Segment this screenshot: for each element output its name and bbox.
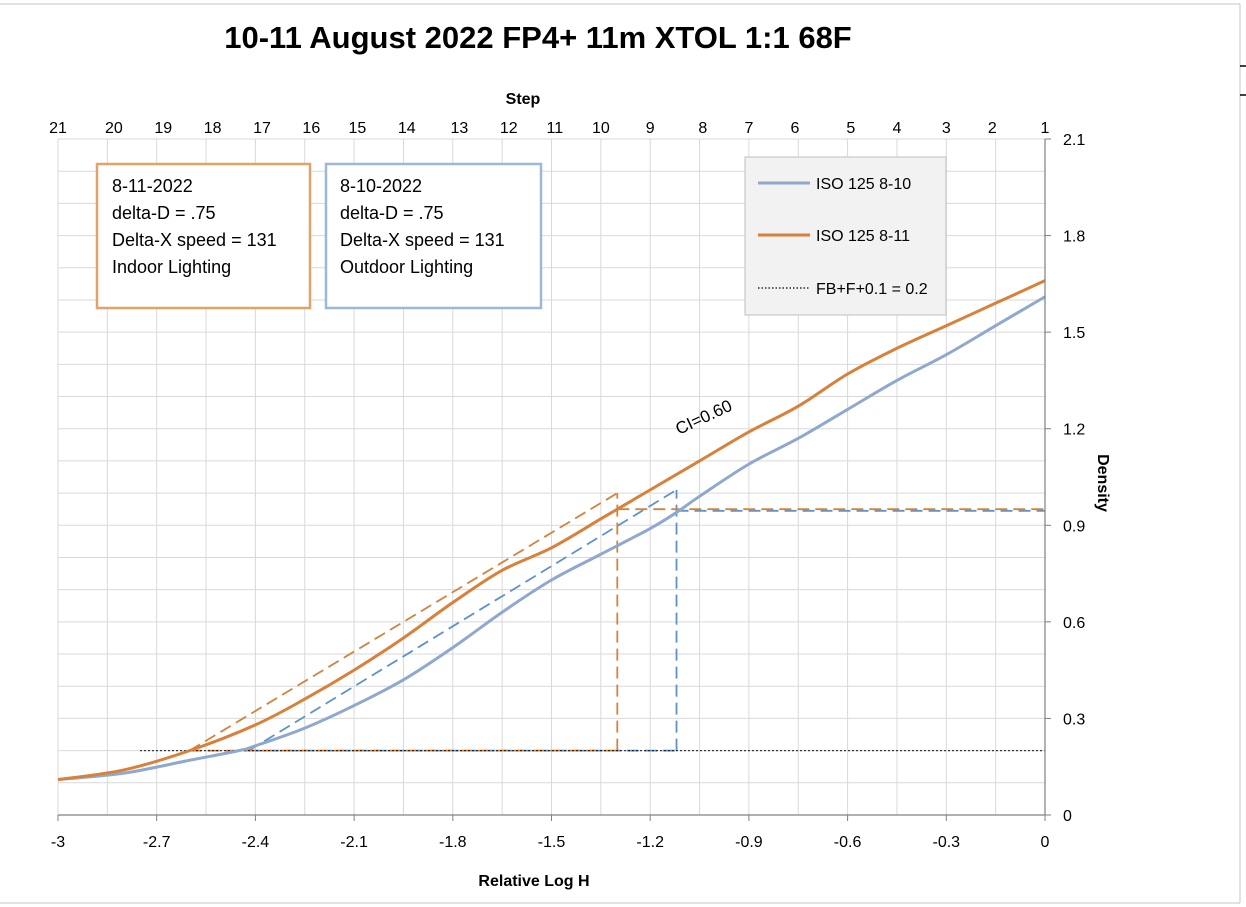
y-tick-label: 1.8 bbox=[1063, 229, 1085, 246]
step-tick-label: 15 bbox=[348, 120, 366, 137]
x-tick-label: -2.7 bbox=[143, 834, 171, 851]
ci-annotation: CI=0.60 bbox=[673, 396, 735, 439]
step-tick-label: 17 bbox=[253, 120, 271, 137]
step-tick-label: 12 bbox=[500, 120, 518, 137]
annotation-box-blue-line-4: Outdoor Lighting bbox=[340, 257, 473, 277]
step-tick-label: 14 bbox=[398, 120, 416, 137]
series bbox=[57, 279, 1046, 782]
y-tick-label: 0.3 bbox=[1063, 711, 1085, 728]
x-tick-label: -0.9 bbox=[735, 834, 763, 851]
x2-axis-title: Step bbox=[506, 91, 541, 108]
step-tick-label: 18 bbox=[204, 120, 222, 137]
legend-label-orange: ISO 125 8-11 bbox=[816, 228, 910, 245]
step-tick-label: 16 bbox=[302, 120, 320, 137]
x-tick-label: -0.3 bbox=[933, 834, 961, 851]
y-tick-label: 1.5 bbox=[1063, 325, 1085, 342]
annotation-box-blue-frame bbox=[324, 162, 543, 310]
blue-slope-dashed bbox=[248, 489, 677, 752]
annotation-box-orange-line-4: Indoor Lighting bbox=[112, 257, 231, 277]
y-axis-title: Density bbox=[1094, 454, 1111, 512]
annotation-box-blue-line-1: 8-10-2022 bbox=[340, 176, 422, 196]
axes: -3 -2.7 -2.4 -2.1 -1.8 -1.5 -1.2 -0.9 -0.6 -0.3 00… bbox=[49, 120, 1085, 851]
y-tick-label: 2.1 bbox=[1063, 132, 1085, 149]
series-line-8-11 bbox=[57, 279, 1046, 782]
annotation-box-blue-line-3: Delta-X speed = 131 bbox=[340, 230, 505, 250]
annotation-box-orange-line-3: Delta-X speed = 131 bbox=[112, 230, 277, 250]
x-tick-label: -2.4 bbox=[242, 834, 270, 851]
x-tick-label: -3 bbox=[51, 834, 65, 851]
step-tick-label: 11 bbox=[546, 120, 563, 137]
series-line-8-10 bbox=[57, 295, 1046, 782]
x-tick-label: -2.1 bbox=[340, 834, 368, 851]
x-tick-label: -0.6 bbox=[834, 834, 862, 851]
x-tick-label: -1.5 bbox=[538, 834, 566, 851]
step-tick-label: 6 bbox=[791, 120, 800, 137]
step-tick-label: 1 bbox=[1041, 120, 1050, 137]
step-tick-label: 7 bbox=[744, 120, 753, 137]
step-tick-label: 10 bbox=[592, 120, 610, 137]
legend-label-blue: ISO 125 8-10 bbox=[816, 176, 911, 193]
annotation-box-orange-line-2: delta-D = .75 bbox=[112, 203, 216, 223]
step-tick-label: 19 bbox=[154, 120, 172, 137]
orange-slope-dashed bbox=[189, 492, 618, 752]
x-tick-label: -1.8 bbox=[439, 834, 467, 851]
legend-label-dotted: FB+F+0.1 = 0.2 bbox=[816, 281, 928, 298]
legend: ISO 125 8-10 ISO 125 8-11 FB+F+0.1 = 0.2 bbox=[744, 156, 947, 316]
construction-lines bbox=[189, 489, 1045, 752]
step-tick-label: 21 bbox=[49, 120, 67, 137]
step-tick-label: 4 bbox=[892, 120, 901, 137]
annotation-box-orange: 8-11-2022 delta-D = .75 Delta-X speed = … bbox=[95, 162, 312, 310]
step-tick-label: 8 bbox=[698, 120, 707, 137]
x-tick-label: 0 bbox=[1041, 834, 1050, 851]
step-tick-label: 9 bbox=[646, 120, 655, 137]
x-axis-title: Relative Log H bbox=[478, 873, 589, 890]
y-tick-label: 0 bbox=[1063, 808, 1072, 825]
step-tick-label: 5 bbox=[846, 120, 855, 137]
annotation-box-blue: 8-10-2022 delta-D = .75 Delta-X speed = … bbox=[324, 162, 543, 310]
y-tick-label: 1.2 bbox=[1063, 422, 1085, 439]
annotation-box-orange-frame bbox=[95, 162, 312, 310]
annotation-box-blue-line-2: delta-D = .75 bbox=[340, 203, 444, 223]
y-tick-label: 0.6 bbox=[1063, 615, 1085, 632]
x-tick-label: -1.2 bbox=[636, 834, 664, 851]
chart-title: 10-11 August 2022 FP4+ 11m XTOL 1:1 68F bbox=[224, 20, 852, 55]
step-tick-label: 13 bbox=[450, 120, 468, 137]
step-tick-label: 20 bbox=[105, 120, 123, 137]
step-tick-label: 2 bbox=[988, 120, 997, 137]
y-tick-label: 0.9 bbox=[1063, 518, 1085, 535]
step-tick-label: 3 bbox=[942, 120, 951, 137]
annotation-box-orange-line-1: 8-11-2022 bbox=[112, 176, 193, 196]
